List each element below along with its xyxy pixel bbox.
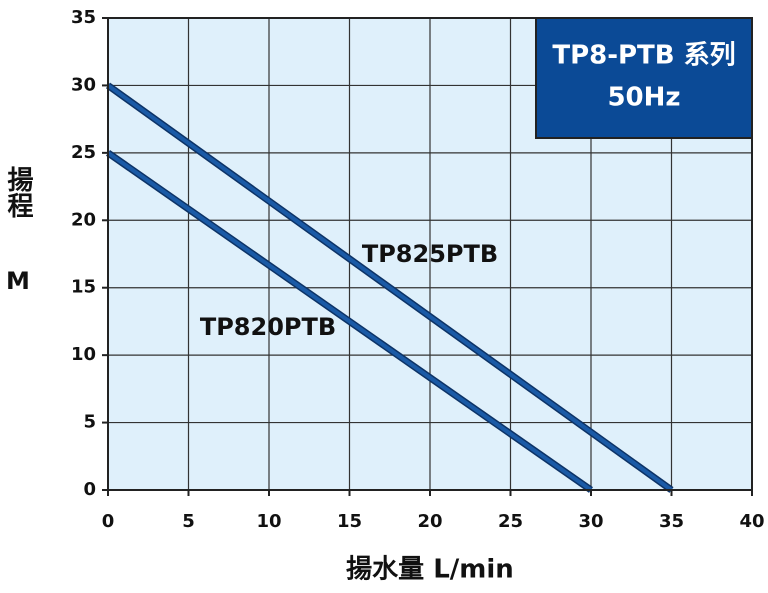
series-label: TP825PTB <box>362 240 498 268</box>
y-tick-label: 0 <box>83 479 96 500</box>
x-axis-label: 揚水量 L/min <box>346 555 514 585</box>
y-tick-label: 15 <box>71 277 96 298</box>
x-tick-label: 25 <box>498 511 523 532</box>
plot-border <box>107 17 753 491</box>
y-tick-label: 5 <box>83 412 96 433</box>
title-box <box>535 17 753 139</box>
y-tick-label: 20 <box>71 209 96 230</box>
series-line <box>106 83 673 492</box>
chart-title: TP8-PTB 系列 <box>552 41 735 71</box>
x-tick-label: 0 <box>102 511 115 532</box>
x-tick-label: 15 <box>337 511 362 532</box>
x-tick-label: 10 <box>256 511 281 532</box>
y-tick-label: 35 <box>71 7 96 28</box>
x-tick-label: 5 <box>182 511 195 532</box>
x-tick-label: 30 <box>578 511 603 532</box>
y-axis-unit: M <box>6 267 30 295</box>
y-tick-label: 25 <box>71 142 96 163</box>
x-tick-label: 35 <box>659 511 684 532</box>
x-tick-label: 40 <box>739 511 764 532</box>
chart-subtitle: 50Hz <box>607 83 680 113</box>
y-tick-label: 30 <box>71 74 96 95</box>
series-label: TP820PTB <box>200 313 336 341</box>
y-tick-label: 10 <box>71 344 96 365</box>
y-axis-label: 揚程 <box>3 166 33 218</box>
series-line <box>106 151 593 492</box>
x-tick-label: 20 <box>417 511 442 532</box>
